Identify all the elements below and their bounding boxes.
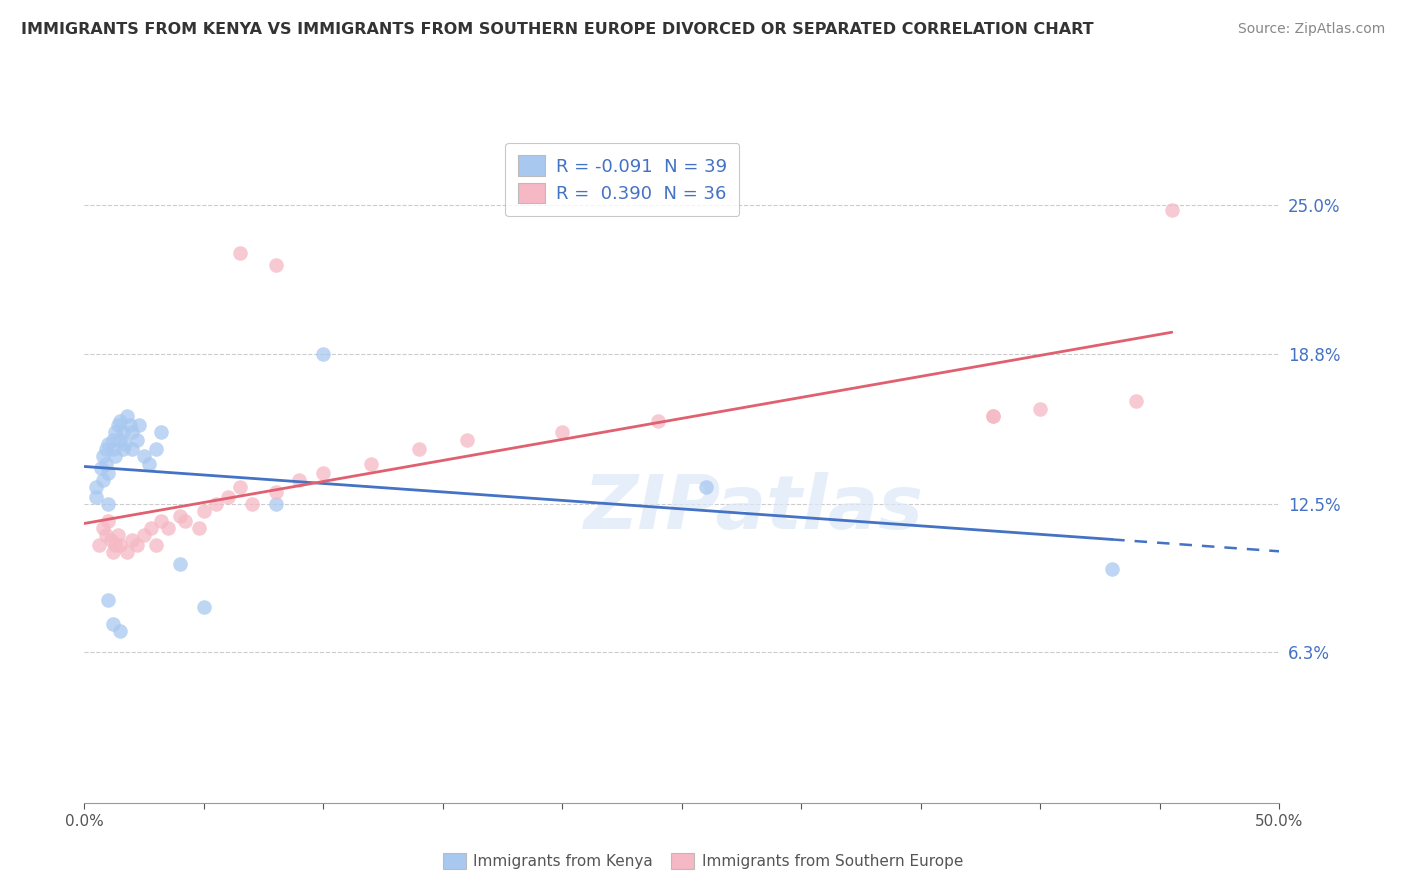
Point [1029, 401, 1052, 416]
Point [408, 442, 430, 457]
Text: IMMIGRANTS FROM KENYA VS IMMIGRANTS FROM SOUTHERN EUROPE DIVORCED OR SEPARATED C: IMMIGRANTS FROM KENYA VS IMMIGRANTS FROM… [21, 22, 1094, 37]
Point [228, 480, 252, 494]
Point [107, 418, 129, 433]
Point [87, 538, 110, 552]
Point [86, 480, 108, 494]
Point [288, 473, 311, 487]
Point [551, 425, 574, 440]
Point [86, 490, 108, 504]
Point [101, 616, 124, 631]
Point [228, 246, 252, 260]
Point [93, 450, 115, 464]
Point [97, 592, 120, 607]
Point [264, 258, 287, 272]
Point [1101, 562, 1123, 576]
Point [695, 480, 717, 494]
Point [94, 442, 117, 457]
Point [100, 533, 122, 547]
Point [118, 418, 141, 433]
Point [104, 538, 127, 552]
Point [94, 528, 117, 542]
Point [111, 425, 134, 440]
Point [141, 521, 163, 535]
Point [193, 599, 215, 614]
Point [114, 437, 136, 451]
Point [145, 538, 167, 552]
Point [111, 442, 134, 457]
Point [101, 433, 124, 447]
Point [90, 461, 112, 475]
Point [110, 624, 132, 638]
Point [312, 466, 335, 480]
Point [107, 528, 129, 542]
Point [981, 409, 1004, 423]
Point [101, 545, 124, 559]
Point [110, 538, 132, 552]
Point [1160, 203, 1182, 218]
Point [205, 497, 228, 511]
Point [93, 521, 115, 535]
Point [264, 485, 287, 500]
Point [149, 514, 172, 528]
Point [117, 545, 139, 559]
Point [110, 413, 132, 427]
Point [94, 457, 117, 471]
Point [1125, 394, 1147, 409]
Point [117, 409, 139, 423]
Point [125, 433, 148, 447]
Point [312, 346, 335, 360]
Point [157, 521, 180, 535]
Point [97, 466, 120, 480]
Point [647, 413, 669, 427]
Point [97, 514, 120, 528]
Point [149, 425, 172, 440]
Point [169, 509, 191, 524]
Point [360, 457, 382, 471]
Point [110, 433, 132, 447]
Legend: Immigrants from Kenya, Immigrants from Southern Europe: Immigrants from Kenya, Immigrants from S… [437, 847, 969, 875]
Point [101, 442, 124, 457]
Point [145, 442, 167, 457]
Point [188, 521, 211, 535]
Point [132, 450, 156, 464]
Point [121, 533, 143, 547]
Point [121, 442, 143, 457]
Point [169, 557, 191, 571]
Point [264, 497, 287, 511]
Point [240, 497, 263, 511]
Legend: R = -0.091  N = 39, R =  0.390  N = 36: R = -0.091 N = 39, R = 0.390 N = 36 [505, 143, 740, 216]
Point [193, 504, 215, 518]
Point [104, 450, 127, 464]
Point [981, 409, 1004, 423]
Text: ZIPatlas: ZIPatlas [583, 472, 924, 545]
Point [128, 418, 150, 433]
Point [125, 538, 148, 552]
Point [93, 473, 115, 487]
Point [217, 490, 239, 504]
Point [97, 497, 120, 511]
Point [121, 425, 143, 440]
Text: Source: ZipAtlas.com: Source: ZipAtlas.com [1237, 22, 1385, 37]
Point [456, 433, 478, 447]
Point [104, 425, 127, 440]
Point [173, 514, 195, 528]
Point [97, 437, 120, 451]
Point [132, 528, 156, 542]
Point [138, 457, 160, 471]
